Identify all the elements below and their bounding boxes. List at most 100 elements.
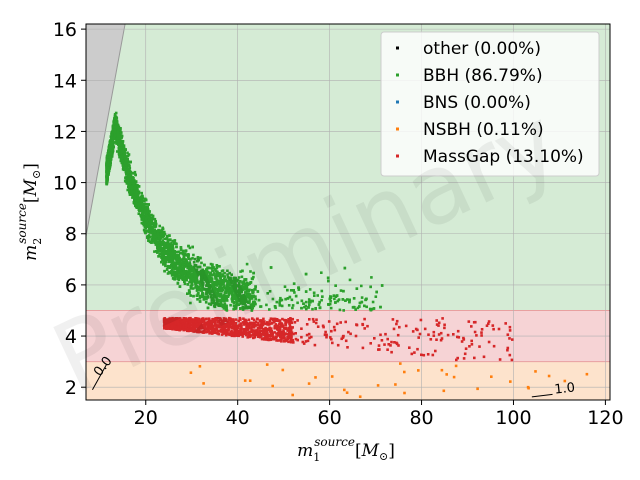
point-bbh [146,219,149,223]
point-bbh [162,255,166,258]
point-massgap [344,339,348,343]
point-bbh [105,169,109,172]
point-bbh [171,243,175,247]
point-bbh [317,303,321,306]
point-bbh [223,299,226,303]
point-bbh [222,295,225,298]
point-bbh [230,273,233,276]
point-massgap [322,325,325,329]
point-bbh [291,304,295,307]
point-bbh [229,280,232,283]
point-bbh [215,288,218,291]
point-bbh [269,266,273,269]
point-bbh [318,300,321,304]
point-bbh [215,266,219,270]
point-bbh [170,274,174,277]
point-bbh [170,257,174,261]
point-bbh [140,202,144,205]
point-bbh [254,285,257,288]
point-massgap [221,323,225,326]
point-bbh [283,285,287,288]
point-bbh [245,283,248,286]
point-bbh [160,241,164,244]
point-bbh [243,302,246,305]
point-bbh [248,294,252,297]
point-bbh [175,271,179,274]
point-massgap [211,332,214,335]
point-bbh [342,289,345,293]
point-bbh [174,242,177,245]
point-bbh [210,278,214,282]
point-bbh [137,185,141,188]
point-bbh [193,275,197,278]
point-bbh [181,277,184,280]
point-bbh [127,188,131,191]
point-massgap [306,339,310,343]
point-bbh [226,286,230,290]
point-bbh [156,241,159,245]
point-massgap [239,324,243,328]
point-massgap [222,332,225,335]
point-bbh [337,298,341,301]
point-bbh [183,275,187,279]
point-bbh [232,296,236,300]
point-bbh [209,271,212,275]
point-massgap [464,347,468,350]
point-bbh [231,300,234,303]
point-bbh [177,255,180,259]
point-bbh [174,254,178,257]
point-massgap [392,327,396,331]
point-bbh [113,114,117,118]
point-bbh [176,281,180,285]
point-bbh [155,229,158,233]
point-bbh [197,287,200,291]
point-bbh [149,231,153,234]
point-bbh [199,280,203,283]
point-massgap [431,353,435,357]
point-bbh [192,266,196,269]
point-bbh [328,297,332,301]
point-bbh [237,298,241,301]
point-bbh [158,224,161,228]
point-bbh [150,241,153,244]
point-bbh [169,254,173,257]
point-bbh [210,276,213,280]
point-massgap [194,317,197,320]
point-bbh [121,145,124,148]
point-bbh [256,290,260,293]
point-bbh [292,282,296,285]
point-bbh [112,136,116,139]
point-bbh [105,180,109,184]
point-bbh [321,295,324,298]
point-bbh [190,283,193,287]
point-massgap [487,340,491,344]
point-massgap [332,325,336,329]
point-bbh [165,268,169,271]
point-bbh [186,254,190,257]
point-bbh [188,261,191,264]
point-massgap [283,318,286,322]
point-bbh [203,263,206,267]
point-bbh [236,296,240,299]
point-bbh [197,258,200,262]
point-bbh [145,211,149,215]
point-bbh [213,287,216,290]
point-bbh [222,304,225,307]
point-bbh [145,210,149,213]
point-bbh [197,272,200,276]
point-bbh [196,271,200,274]
point-bbh [111,125,115,129]
point-bbh [173,275,177,279]
point-bbh [110,149,113,153]
point-bbh [117,152,121,155]
point-bbh [335,294,339,297]
point-bbh [182,249,185,253]
point-massgap [289,327,293,330]
point-massgap [284,327,288,330]
point-bbh [167,244,171,248]
point-bbh [131,176,134,179]
point-bbh [161,226,164,230]
point-bbh [223,271,226,275]
point-massgap [460,340,464,343]
point-bbh [156,244,160,248]
